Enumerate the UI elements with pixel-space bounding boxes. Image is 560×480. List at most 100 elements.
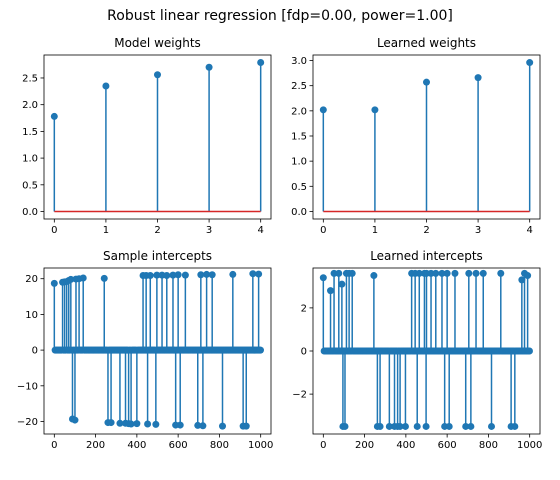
y-tick-label: 2.0 [291, 106, 307, 117]
stem-marker [451, 269, 459, 277]
axes-frame [43, 267, 272, 435]
stem-marker [338, 280, 346, 288]
x-tick-label: 3 [475, 225, 481, 236]
stem-marker [257, 58, 265, 66]
stem-marker [249, 270, 257, 278]
x-tick-label: 2 [423, 225, 429, 236]
x-tick-label: 200 [86, 440, 105, 451]
figure-title: Robust linear regression [fdp=0.00, powe… [107, 8, 453, 24]
y-tick-label: 2.5 [291, 81, 307, 92]
stem-marker [385, 422, 393, 430]
stem-markers [50, 270, 264, 430]
y-tick-label: 0.5 [291, 182, 307, 193]
x-tick-label: 600 [438, 440, 457, 451]
x-tick-label: 1000 [248, 440, 273, 451]
stem-marker [445, 422, 453, 430]
stem-lines [53, 62, 262, 212]
stem-marker [432, 269, 440, 277]
stem-markers [50, 58, 265, 120]
stem-marker [370, 272, 378, 280]
stem-marker [319, 106, 327, 114]
stem-marker [153, 271, 161, 279]
stem-marker [488, 422, 496, 430]
y-tick-label: 2.5 [22, 73, 38, 84]
stem-lines [322, 273, 529, 427]
stem-markers [319, 269, 533, 430]
stem-marker [152, 420, 160, 428]
x-tick-label: 2 [154, 225, 160, 236]
stem-marker [107, 419, 115, 427]
stem-marker [50, 279, 58, 287]
stem-marker [396, 422, 404, 430]
stem-marker [413, 422, 421, 430]
stem-marker [497, 269, 505, 277]
y-tick-label: 2.0 [22, 100, 38, 111]
stem-marker [133, 420, 141, 428]
stem-marker [219, 422, 227, 430]
x-tick-label: 3 [206, 225, 212, 236]
stem-marker [467, 422, 475, 430]
stem-marker [199, 422, 207, 430]
subplot-title: Sample intercepts [103, 249, 212, 263]
stem-marker [256, 346, 264, 354]
x-tick-label: 200 [355, 440, 374, 451]
stem-marker [144, 420, 152, 428]
stem-marker [526, 59, 534, 67]
subplot-1: Model weights 0 1 2 3 4 0.0 0.5 1.0 1.5 2.0 2.5 [22, 36, 272, 236]
stem-marker [518, 276, 526, 284]
y-tick-label: 10 [25, 310, 38, 321]
stem-marker [208, 271, 216, 279]
stem-marker [67, 275, 75, 283]
stem-marker [176, 421, 184, 429]
subplot-4: Learned intercepts 0 200 400 600 800 1000 −2 0 2 [292, 249, 542, 451]
y-tick-label: 0.5 [22, 180, 38, 191]
stem-marker [229, 270, 237, 278]
x-tick-label: 1 [103, 225, 109, 236]
subplot-title: Learned intercepts [370, 249, 483, 263]
stem-marker [71, 416, 79, 424]
stem-marker [79, 274, 87, 282]
y-tick-label: 0.0 [22, 207, 38, 218]
stem-marker [443, 269, 451, 277]
stem-markers [319, 59, 534, 114]
stem-marker [335, 269, 343, 277]
stem-marker [415, 269, 423, 277]
subplot-title: Model weights [114, 36, 201, 50]
stem-marker [462, 422, 470, 430]
stem-marker [422, 422, 430, 430]
stem-marker [438, 269, 446, 277]
stem-marker [524, 272, 532, 280]
x-tick-label: 600 [169, 440, 188, 451]
y-tick-label: 2 [301, 303, 307, 314]
stem-marker [474, 74, 482, 82]
x-tick-label: 400 [396, 440, 415, 451]
stem-marker [127, 420, 135, 428]
stem-lines [322, 62, 531, 212]
y-tick-label: 0 [32, 346, 38, 357]
stem-marker [401, 422, 409, 430]
y-tick-label: −20 [17, 417, 38, 428]
stem-marker [146, 271, 154, 279]
subplot-title: Learned weights [377, 36, 476, 50]
stem-marker [197, 271, 205, 279]
x-tick-label: 4 [526, 225, 532, 236]
y-tick-label: −2 [292, 390, 307, 401]
stem-marker [511, 422, 519, 430]
x-tick-label: 1 [372, 225, 378, 236]
stem-marker [479, 269, 487, 277]
stem-marker [203, 270, 211, 278]
y-tick-label: 1.0 [291, 157, 307, 168]
x-tick-label: 0 [320, 225, 326, 236]
stem-marker [181, 271, 189, 279]
stem-marker [465, 269, 473, 277]
y-tick-label: 1.5 [291, 131, 307, 142]
stem-marker [174, 271, 182, 279]
x-tick-label: 0 [320, 440, 326, 451]
stem-marker [423, 78, 430, 86]
x-tick-label: 400 [127, 440, 146, 451]
stem-marker [50, 112, 58, 120]
stem-marker [371, 106, 379, 114]
